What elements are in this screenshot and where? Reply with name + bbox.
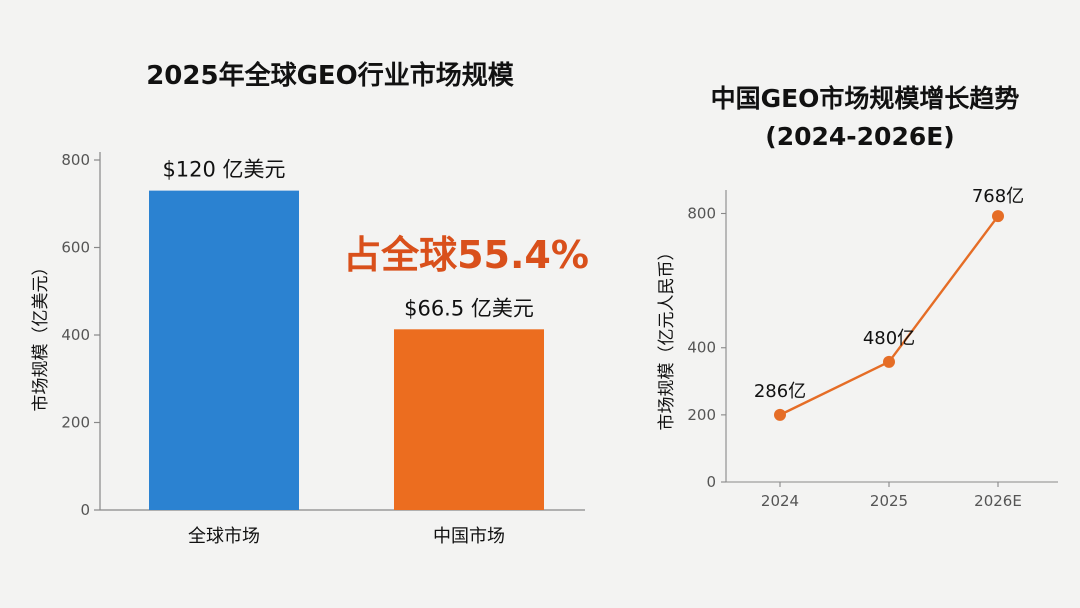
bar-y-tick-label: 200 bbox=[61, 414, 90, 432]
line-y-axis-title: 市场规模（亿元人民币） bbox=[657, 244, 677, 431]
share-annotation: 占全球55.4% bbox=[343, 233, 589, 277]
bar-category-label: 中国市场 bbox=[433, 526, 505, 547]
line-data-point bbox=[883, 355, 895, 368]
bar-china-market bbox=[394, 329, 544, 510]
bar-category-label: 全球市场 bbox=[188, 526, 260, 547]
line-y-tick-label: 400 bbox=[687, 339, 716, 357]
bar-y-axis-title: 市场规模（亿美元） bbox=[31, 259, 51, 412]
bar-data-label: $120 亿美元 bbox=[162, 158, 285, 182]
line-data-label: 768亿 bbox=[972, 186, 1024, 207]
line-data-point bbox=[992, 210, 1004, 223]
bar-y-tick-label: 0 bbox=[80, 501, 90, 519]
bar-global-market bbox=[149, 190, 299, 510]
line-y-tick-label: 800 bbox=[687, 204, 716, 222]
line-y-tick-label: 0 bbox=[706, 473, 716, 491]
line-chart-title-line1: 中国GEO市场规模增长趋势 bbox=[711, 84, 1020, 113]
line-x-tick-label: 2024 bbox=[761, 492, 799, 510]
line-data-point bbox=[774, 408, 786, 421]
line-chart-marks: 286亿 480亿 768亿 bbox=[754, 186, 1024, 421]
bar-y-tick-label: 600 bbox=[61, 239, 90, 257]
line-chart: 中国GEO市场规模增长趋势 (2024-2026E) 0 200 400 800 202… bbox=[657, 84, 1058, 510]
line-data-label: 286亿 bbox=[754, 381, 806, 402]
bar-y-tick-label: 400 bbox=[61, 326, 90, 344]
line-y-tick-label: 200 bbox=[687, 406, 716, 424]
bar-y-tick-label: 800 bbox=[61, 151, 90, 169]
line-x-tick-label: 2025 bbox=[870, 492, 908, 510]
bar-chart-title: 2025年全球GEO行业市场规模 bbox=[146, 60, 515, 91]
bar-chart: 2025年全球GEO行业市场规模 0200400600800市场规模（亿美元） … bbox=[31, 60, 589, 547]
line-chart-axes: 0 200 400 800 2024 2025 2026E 市场规模（亿元人民币） bbox=[657, 190, 1058, 510]
line-chart-title-line2: (2024-2026E) bbox=[765, 122, 954, 151]
line-series-path bbox=[779, 215, 999, 416]
bar-data-label: $66.5 亿美元 bbox=[404, 296, 534, 320]
line-data-label: 480亿 bbox=[863, 328, 915, 349]
line-x-tick-label: 2026E bbox=[974, 492, 1022, 510]
bar-chart-axes: 0 200 400 600 800 市场规模（亿美元） bbox=[31, 151, 585, 519]
